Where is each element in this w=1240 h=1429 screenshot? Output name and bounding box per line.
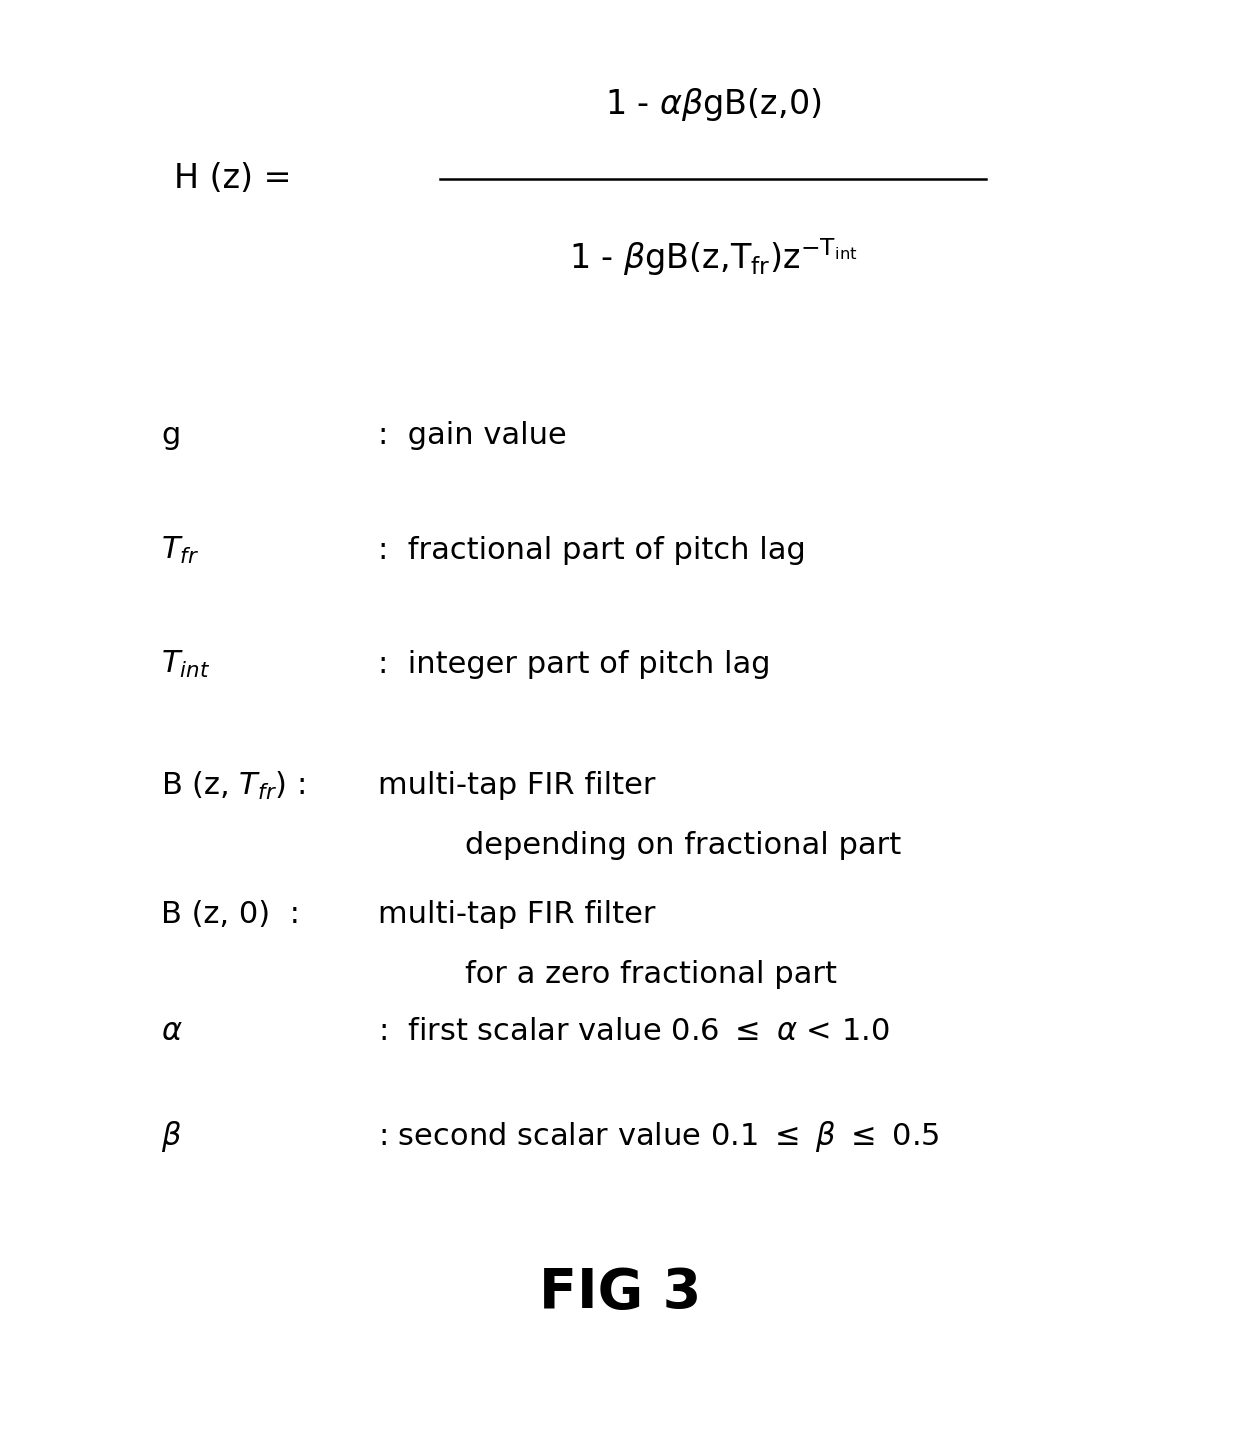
Text: for a zero fractional part: for a zero fractional part — [465, 960, 837, 989]
Text: B (z, 0)  :: B (z, 0) : — [161, 900, 300, 929]
Text: $T_{fr}$: $T_{fr}$ — [161, 534, 200, 566]
Text: :  gain value: : gain value — [378, 422, 567, 450]
Text: $\alpha$: $\alpha$ — [161, 1017, 182, 1046]
Text: H (z) =: H (z) = — [174, 161, 291, 196]
Text: 1 - $\beta$gB(z,T$_{\mathregular{fr}}$)z$^{\mathregular{-T_{int}}}$: 1 - $\beta$gB(z,T$_{\mathregular{fr}}$)z… — [569, 236, 857, 279]
Text: :  fractional part of pitch lag: : fractional part of pitch lag — [378, 536, 806, 564]
Text: :  integer part of pitch lag: : integer part of pitch lag — [378, 650, 771, 679]
Text: g: g — [161, 422, 181, 450]
Text: B (z, $T_{fr}$) :: B (z, $T_{fr}$) : — [161, 770, 305, 802]
Text: multi-tap FIR filter: multi-tap FIR filter — [378, 772, 656, 800]
Text: $\beta$: $\beta$ — [161, 1119, 182, 1153]
Text: $T_{int}$: $T_{int}$ — [161, 649, 211, 680]
Text: 1 - $\alpha\beta$gB(z,0): 1 - $\alpha\beta$gB(z,0) — [605, 86, 821, 123]
Text: FIG 3: FIG 3 — [539, 1266, 701, 1320]
Text: :  first scalar value 0.6 $\leq$ $\alpha$ < 1.0: : first scalar value 0.6 $\leq$ $\alpha$… — [378, 1017, 890, 1046]
Text: multi-tap FIR filter: multi-tap FIR filter — [378, 900, 656, 929]
Text: : second scalar value 0.1 $\leq$ $\beta$ $\leq$ 0.5: : second scalar value 0.1 $\leq$ $\beta$… — [378, 1119, 940, 1153]
Text: depending on fractional part: depending on fractional part — [465, 832, 901, 860]
